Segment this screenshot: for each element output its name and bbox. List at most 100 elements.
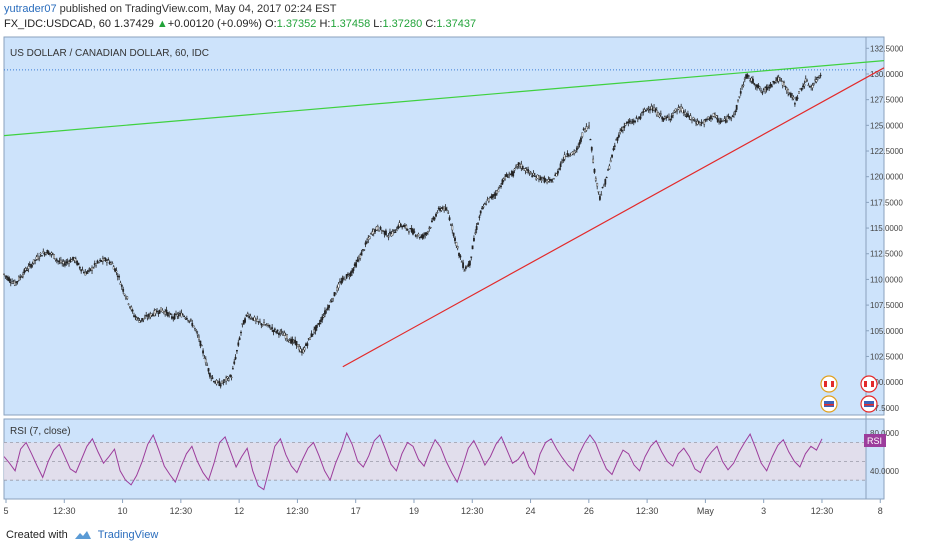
candle-body — [429, 227, 432, 229]
rsi-levels — [4, 442, 866, 481]
candle-body — [594, 178, 597, 181]
candle-body — [677, 107, 680, 110]
candle-body — [191, 322, 194, 326]
us-flag-icon[interactable] — [860, 395, 878, 413]
candle-body — [256, 318, 259, 322]
candle-body — [39, 252, 42, 255]
candle-body — [166, 312, 169, 317]
trendline[interactable] — [3, 60, 885, 137]
candle-body — [582, 128, 585, 130]
candle-body — [370, 232, 372, 235]
trendlines[interactable] — [3, 60, 885, 368]
candle-body — [785, 87, 788, 91]
candle-body — [231, 368, 234, 370]
candle-body — [788, 93, 791, 96]
tradingview-link[interactable]: TradingView — [97, 529, 159, 541]
rsi-tag-label: RSI — [867, 436, 882, 446]
time-tick-label: 12:30 — [286, 506, 309, 516]
candle-body — [206, 364, 209, 366]
candle-body — [500, 185, 502, 187]
candle-body — [719, 120, 722, 123]
candle-body — [275, 331, 278, 333]
candle-body — [674, 108, 677, 112]
change-arrow-icon: ▲ — [156, 18, 168, 30]
candle-body — [780, 80, 783, 82]
candle-body — [807, 84, 810, 86]
candle-body — [179, 312, 181, 315]
candle-body — [440, 208, 443, 211]
rsi-pane[interactable] — [3, 418, 885, 500]
candle-body — [287, 339, 290, 341]
candle-body — [731, 115, 734, 117]
candle-body — [68, 261, 70, 264]
candle-body — [378, 230, 381, 232]
candle-body — [685, 115, 688, 117]
candle-body — [425, 233, 428, 235]
candle-body — [678, 107, 681, 112]
candle-body — [264, 324, 267, 326]
candle-body — [460, 261, 463, 263]
candle-body — [708, 117, 711, 120]
candle-body — [492, 194, 494, 198]
candle-body — [513, 168, 516, 171]
candle-body — [555, 173, 558, 177]
candle-body — [547, 179, 550, 182]
candle-body — [811, 85, 814, 88]
candle-body — [387, 236, 390, 238]
candle-body — [142, 318, 145, 320]
candle-body — [361, 249, 364, 251]
candle-body — [317, 323, 320, 325]
candle-body — [218, 381, 221, 387]
footer: Created with TradingView — [6, 529, 158, 541]
candle-body — [670, 115, 673, 118]
candle-body — [502, 178, 505, 181]
candle-body — [131, 309, 134, 312]
candle-body — [204, 358, 207, 363]
candle-body — [5, 276, 8, 278]
publish-line: yutrader07 published on TradingView.com,… — [4, 3, 336, 15]
canada-flag-icon[interactable] — [860, 375, 878, 393]
candle-body — [746, 74, 749, 78]
price-pane[interactable] — [3, 36, 885, 416]
us-flag-icon[interactable] — [820, 395, 838, 413]
high-value: 1.37458 — [330, 18, 371, 30]
candle-body — [563, 154, 566, 160]
candle-body — [750, 77, 753, 82]
time-tick-label: 12:30 — [53, 506, 76, 516]
candle-body — [536, 174, 539, 179]
candle-body — [745, 74, 748, 79]
candle-body — [305, 343, 307, 347]
candle-body — [497, 189, 500, 193]
candle-body — [23, 269, 26, 274]
candle-body — [672, 113, 674, 116]
candle-body — [812, 83, 815, 85]
candle-body — [712, 113, 715, 117]
candle-body — [183, 315, 186, 318]
canada-flag-icon[interactable] — [820, 375, 838, 393]
candle-body — [66, 261, 69, 263]
candle-body — [161, 310, 164, 313]
candle-body — [55, 259, 58, 261]
candle-body — [272, 329, 275, 333]
candle-body — [372, 229, 375, 234]
candle-body — [268, 324, 271, 327]
candle-body — [367, 237, 370, 240]
candle-body — [616, 137, 619, 141]
candle-body — [4, 275, 7, 277]
candle-body — [110, 262, 112, 265]
candle-body — [318, 322, 321, 325]
candle-body — [227, 378, 230, 381]
candle-body — [691, 118, 693, 121]
trendline[interactable] — [342, 67, 885, 368]
candle-body — [777, 77, 780, 82]
candle-body — [11, 281, 14, 284]
rsi-tick-label: 80.0000 — [870, 429, 899, 438]
candle-body — [120, 284, 123, 287]
candle-body — [157, 312, 160, 315]
candle-body — [38, 257, 41, 260]
price-tick-label: 117.5000 — [870, 198, 903, 207]
author-link[interactable]: yutrader07 — [4, 3, 57, 15]
candle-body — [761, 92, 764, 94]
candle-body — [401, 225, 404, 228]
